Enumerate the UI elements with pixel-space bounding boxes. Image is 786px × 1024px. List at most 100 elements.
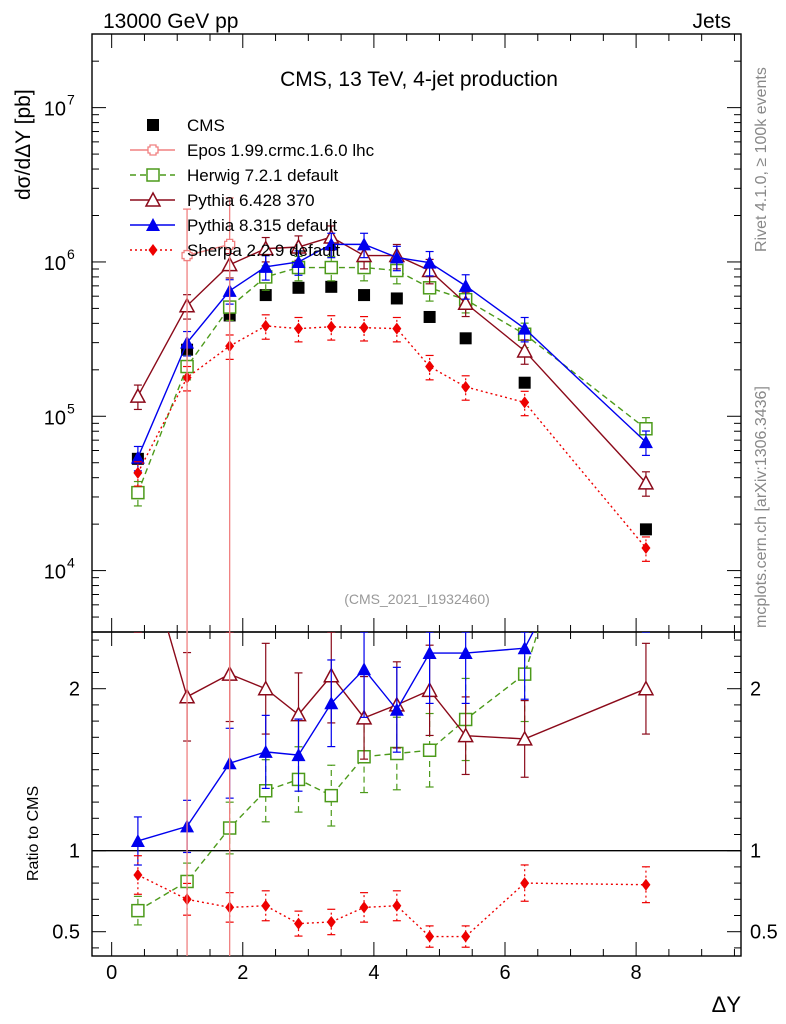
data-point (425, 360, 435, 373)
data-point (459, 332, 472, 345)
data-point (392, 322, 402, 335)
legend-label: Pythia 6.428 370 (187, 191, 315, 210)
data-point (292, 281, 305, 294)
legend-item-pythia: Pythia 6.428 370 (130, 191, 315, 210)
ratio-line-herwig (137, 632, 539, 912)
data-point (181, 249, 193, 262)
x-tick-label: 6 (499, 962, 510, 984)
ratio-point (324, 696, 339, 710)
ratio-point (131, 903, 145, 918)
data-point (325, 280, 338, 293)
legend-item-sherpa: Sherpa 2.2.9 default (130, 241, 340, 260)
y-tick-label: 10 (44, 253, 66, 275)
data-point (638, 435, 653, 449)
ratio-point (357, 662, 372, 676)
ratio-point (261, 899, 271, 912)
legend-label: Herwig 7.2.1 default (187, 166, 338, 185)
plot-title: CMS, 13 TeV, 4-jet production (280, 68, 558, 91)
data-point (359, 321, 369, 334)
ratio-tick-label-right: 1 (750, 841, 761, 863)
data-point (641, 542, 651, 555)
ratio-plot-frame (91, 631, 742, 957)
legend-marker (144, 191, 162, 207)
main-series (129, 197, 655, 632)
data-point (131, 485, 145, 500)
data-point (516, 342, 533, 358)
data-point (258, 259, 273, 273)
series-line-epos (186, 243, 230, 257)
legend-marker (146, 168, 160, 182)
series-cms (131, 280, 652, 536)
series-line-pythia (137, 243, 647, 458)
ratio-y-axis-label: Ratio to CMS (25, 786, 42, 881)
ratio-point (520, 877, 530, 890)
data-point (261, 319, 271, 332)
legend-marker (147, 144, 159, 156)
y-tick-label: 10 (44, 99, 66, 121)
ratio-point (130, 833, 145, 847)
x-tick-label: 2 (237, 962, 248, 984)
x-tick-label: 0 (106, 962, 117, 984)
data-point (457, 294, 474, 310)
legend-marker (148, 244, 158, 256)
series-sherpa (133, 314, 651, 562)
ratio-point (359, 901, 369, 914)
analysis-id: (CMS_2021_I1932460) (344, 591, 490, 607)
ratio-series-sherpa (133, 855, 651, 948)
series-line-sherpa (137, 325, 647, 549)
data-point (133, 466, 143, 479)
data-point (518, 376, 531, 389)
legend-marker (146, 218, 160, 231)
data-point (129, 387, 147, 403)
ratio-point (389, 702, 404, 716)
data-point (458, 278, 473, 292)
x-tick-label: 8 (631, 962, 642, 984)
ratio-point (324, 788, 339, 803)
x-axis-label: ΔY (712, 992, 742, 1017)
ratio-point (291, 748, 306, 762)
data-point (520, 396, 530, 409)
ratio-point (326, 915, 336, 928)
legend-item-epos: Epos 1.99.crmc.1.6.0 lhc (130, 141, 375, 160)
ratio-point (457, 727, 474, 743)
y-tick-exponent: 4 (67, 555, 75, 571)
ratio-point (392, 899, 402, 912)
data-point (358, 289, 371, 302)
legend-item-pythia: Pythia 8.315 default (130, 216, 338, 235)
legend-label: Epos 1.99.crmc.1.6.0 lhc (187, 141, 375, 160)
legend-label: Sherpa 2.2.9 default (187, 241, 340, 260)
legend-item-herwig: Herwig 7.2.1 default (130, 166, 338, 185)
ratio-point (294, 917, 303, 930)
header-right: Jets (692, 10, 731, 33)
ratio-tick-label-right: 2 (750, 679, 761, 701)
legend-label: Pythia 8.315 default (187, 216, 338, 235)
data-point (637, 474, 655, 490)
ratio-point (133, 869, 143, 881)
data-point (326, 320, 336, 333)
data-point (389, 250, 404, 264)
data-point (639, 523, 652, 536)
ratio-point (517, 641, 532, 655)
legend-item-cms: CMS (147, 116, 225, 135)
source-label: mcplots.cern.ch [arXiv:1306.3436] (753, 386, 770, 628)
data-point (390, 292, 403, 305)
data-point (130, 450, 145, 464)
series-epos (181, 197, 236, 632)
data-point (422, 255, 437, 269)
ratio-series-pythia (130, 632, 650, 866)
ratio-tick-label: 0.5 (52, 922, 80, 944)
data-point (259, 289, 272, 302)
legend: CMS Epos 1.99.crmc.1.6.0 lhc Herwig 7.2.1 … (130, 116, 375, 260)
data-point (294, 322, 303, 335)
data-point (324, 260, 339, 275)
ratio-point (516, 730, 533, 746)
data-point (224, 238, 236, 251)
y-tick-exponent: 7 (67, 92, 75, 108)
ratio-series (130, 632, 655, 956)
data-point (517, 321, 532, 335)
ratio-point (425, 930, 435, 943)
legend-label: CMS (187, 116, 225, 135)
y-tick-label: 10 (44, 407, 66, 429)
